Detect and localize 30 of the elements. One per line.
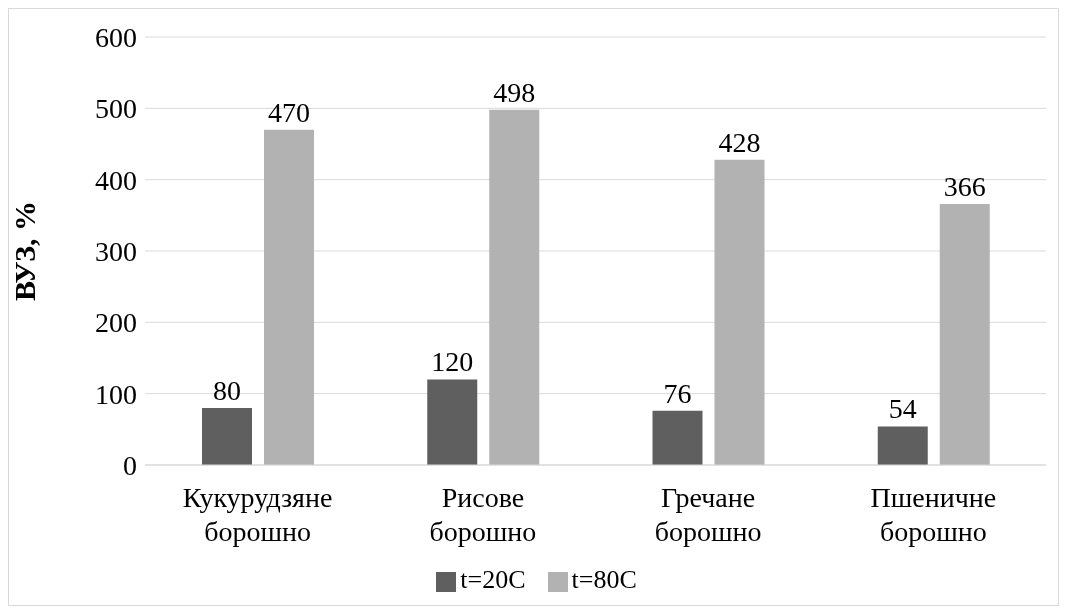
- data-label: 80: [213, 374, 241, 406]
- data-label: 428: [718, 126, 761, 158]
- data-label: 470: [268, 96, 310, 128]
- data-label: 120: [431, 346, 474, 378]
- x-tick-label: Кукурудзяне борошно: [182, 482, 333, 547]
- y-tick-label: 0: [123, 449, 137, 481]
- x-tick-label: Гречане борошно: [654, 482, 762, 547]
- bar: [489, 109, 540, 465]
- data-label: 54: [888, 393, 917, 425]
- data-label: 366: [943, 170, 986, 202]
- x-tick-label: Рисове борошно: [429, 482, 537, 547]
- bar: [202, 407, 252, 465]
- bar: [427, 379, 478, 465]
- data-label: 498: [493, 76, 536, 108]
- y-tick-label: 600: [95, 21, 137, 53]
- x-tick-label: Пшеничне борошно: [870, 482, 997, 547]
- y-tick-label: 100: [95, 378, 137, 410]
- y-tick-label: 300: [95, 235, 137, 267]
- y-tick-label: 400: [95, 164, 137, 196]
- data-label: 76: [663, 377, 692, 409]
- legend-label: t=20C: [460, 565, 526, 594]
- bar: [264, 129, 314, 465]
- legend-label: t=80C: [571, 565, 637, 594]
- bar: [877, 426, 928, 465]
- bar: [939, 203, 990, 465]
- y-tick-label: 200: [95, 307, 137, 339]
- bar: [652, 410, 703, 465]
- y-tick-label: 500: [95, 93, 137, 125]
- y-axis-title: ВУЗ, %: [7, 200, 41, 301]
- bar: [714, 159, 765, 465]
